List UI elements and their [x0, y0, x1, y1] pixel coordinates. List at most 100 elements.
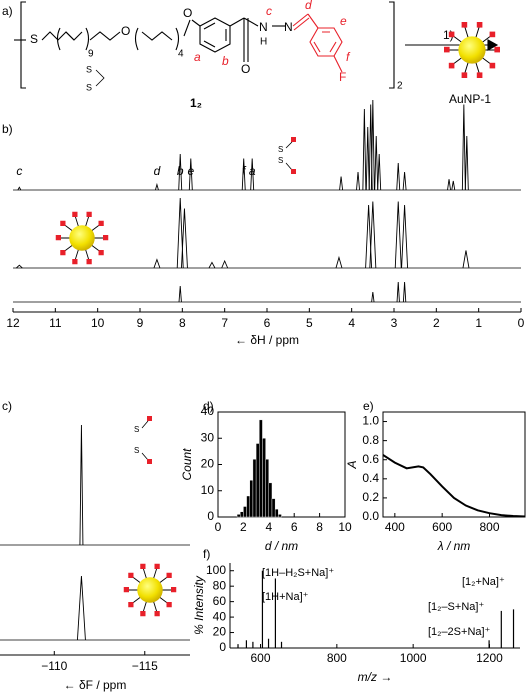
proton-label: d — [305, 0, 312, 12]
x-axis-label: λ / nm — [437, 539, 471, 553]
x-tick-label: 9 — [137, 316, 144, 330]
x-tick-label: 4 — [348, 316, 355, 330]
bar — [274, 508, 279, 518]
peak — [241, 158, 246, 191]
peak — [377, 153, 382, 191]
x-tick-label: 5 — [306, 316, 313, 330]
peak — [370, 99, 375, 191]
peak — [394, 201, 402, 269]
peak — [461, 104, 466, 191]
x-tick-label: −110 — [41, 659, 67, 673]
peak — [181, 208, 188, 269]
panel-label: b) — [2, 122, 13, 136]
peak — [396, 162, 401, 191]
peak — [447, 179, 451, 191]
y-axis-label: % Intensity — [192, 575, 206, 635]
peak — [79, 424, 84, 546]
proton-label: f — [346, 50, 351, 64]
disulfide-s: S — [86, 82, 92, 92]
peak-annotation: e — [187, 164, 194, 178]
peak — [451, 180, 456, 191]
peak-annotation: d — [154, 164, 161, 178]
bar — [265, 459, 269, 518]
peak — [178, 285, 182, 303]
peak — [369, 201, 377, 269]
disulfide-s: S — [86, 64, 92, 74]
panel-label: d) — [203, 399, 214, 413]
x-tick-label: 6 — [291, 520, 298, 534]
atom-label: O — [121, 24, 130, 38]
x-tick-label: 7 — [221, 316, 228, 330]
peak — [339, 176, 344, 191]
y-tick-label: 0.8 — [362, 433, 379, 447]
product-label: AuNP-1 — [449, 92, 491, 106]
y-tick-label: 0.0 — [362, 509, 379, 523]
y-tick-label: 1.0 — [362, 414, 379, 428]
peak — [402, 281, 407, 303]
proton-label: e — [340, 14, 347, 28]
scheme — [14, 1, 499, 89]
peak — [396, 281, 400, 303]
peak-annotation: [1H–H₂S+Na]⁺ — [262, 567, 334, 579]
x-tick-label: 2 — [240, 520, 247, 534]
proton-label: b — [222, 54, 229, 68]
atom-label: S — [30, 32, 38, 46]
panel-label: c) — [2, 399, 12, 413]
subscript: 9 — [88, 49, 94, 60]
peak-annotation: a — [249, 164, 256, 178]
peak-annotation: b — [177, 164, 184, 178]
peak — [188, 158, 193, 191]
proton-label: c — [266, 4, 272, 18]
subscript: 2 — [397, 81, 403, 92]
peak — [402, 171, 407, 191]
x-tick-label: 800 — [327, 651, 347, 665]
x-tick-label: 1000 — [400, 651, 427, 665]
x-tick-label: −115 — [132, 659, 158, 673]
x-tick-label: 11 — [49, 316, 62, 330]
bar — [259, 419, 263, 518]
panel-label: f) — [203, 547, 210, 561]
peak-annotation: [1₂+Na]⁺ — [462, 576, 505, 588]
peak — [250, 158, 255, 191]
y-tick-label: 0 — [207, 509, 214, 523]
x-axis-label: ← δF / ppm — [64, 678, 127, 692]
disulfide-s: S — [134, 425, 139, 434]
bar — [278, 514, 282, 518]
nanoparticle-icon — [123, 563, 177, 617]
peak — [356, 171, 360, 191]
peak-annotation: f — [242, 164, 247, 178]
disulfide-s: S — [278, 156, 283, 165]
peak-annotation: [1₂–S+Na]⁺ — [428, 601, 484, 613]
peak — [462, 250, 470, 269]
x-tick-label: 800 — [479, 520, 499, 534]
x-tick-label: 10 — [91, 316, 105, 330]
y-tick-label: 20 — [213, 625, 227, 639]
x-tick-label: 1200 — [476, 651, 503, 665]
x-tick-label: 400 — [385, 520, 405, 534]
peak — [371, 291, 375, 303]
x-tick-label: 10 — [338, 520, 352, 534]
bar — [255, 443, 260, 518]
bar — [262, 438, 266, 518]
reagent-label: 1) — [443, 28, 454, 42]
atom-label: F — [339, 70, 346, 84]
peak — [362, 108, 367, 191]
atom-label: N — [284, 20, 293, 34]
peak — [365, 126, 370, 191]
peak-annotation: c — [16, 164, 22, 178]
x-tick-label: 12 — [6, 316, 20, 330]
y-tick-label: 10 — [201, 483, 215, 497]
peak-annotation: [1H+Na]⁺ — [262, 591, 309, 603]
nanoparticle-icon — [55, 211, 109, 265]
bar — [252, 459, 257, 518]
y-tick-label: 100 — [206, 563, 226, 577]
y-tick-label: 60 — [213, 594, 227, 608]
peak — [153, 258, 161, 269]
plot-frame — [217, 411, 346, 518]
disulfide-s: S — [134, 446, 139, 455]
atom-label: O — [241, 62, 250, 76]
y-tick-label: 30 — [201, 430, 215, 444]
y-tick-label: 0.6 — [362, 452, 379, 466]
x-axis-label: d / nm — [265, 539, 298, 553]
bar — [243, 506, 247, 518]
